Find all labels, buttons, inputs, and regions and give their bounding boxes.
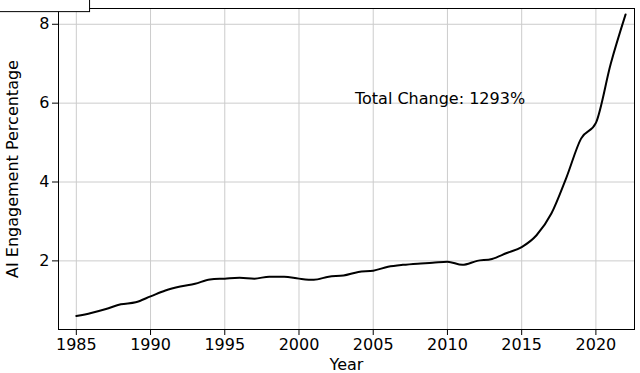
svg-text:2020: 2020 <box>576 335 617 354</box>
svg-text:2005: 2005 <box>353 335 394 354</box>
svg-text:Total Change: 1293%: Total Change: 1293% <box>354 89 525 108</box>
svg-text:2: 2 <box>39 251 49 270</box>
svg-text:2015: 2015 <box>501 335 542 354</box>
svg-text:1995: 1995 <box>204 335 245 354</box>
svg-text:1985: 1985 <box>56 335 97 354</box>
svg-text:AI Engagement Percentage: AI Engagement Percentage <box>3 60 22 278</box>
svg-text:6: 6 <box>39 93 49 112</box>
svg-text:4: 4 <box>39 172 49 191</box>
svg-text:Year: Year <box>329 355 364 373</box>
svg-text:2010: 2010 <box>427 335 468 354</box>
svg-text:8: 8 <box>39 14 49 33</box>
svg-text:1990: 1990 <box>130 335 171 354</box>
svg-text:2000: 2000 <box>279 335 320 354</box>
